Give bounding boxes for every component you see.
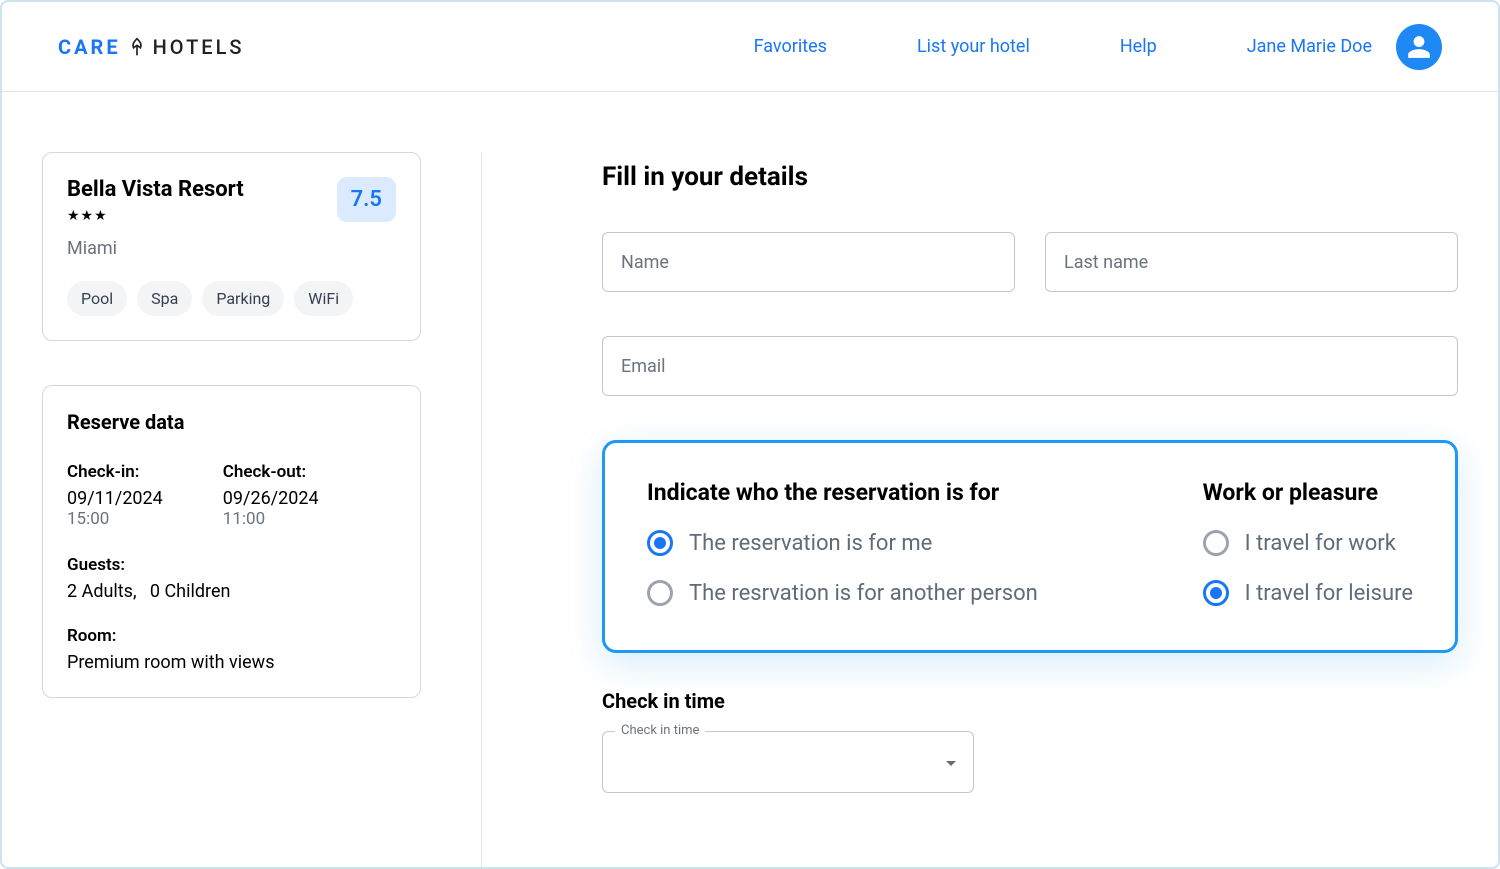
checkout-date: 09/26/2024 xyxy=(223,488,319,509)
leaf-icon xyxy=(127,37,147,57)
room-value: Premium room with views xyxy=(67,652,396,673)
tag: Spa xyxy=(137,281,192,316)
checkin-section-title: Check in time xyxy=(602,689,1458,713)
hotel-tags: Pool Spa Parking WiFi xyxy=(67,281,396,316)
purpose-title: Work or pleasure xyxy=(1203,479,1413,506)
guests-value: 2 Adults, 0 Children xyxy=(67,581,396,602)
content: Bella Vista Resort ★★★ 7.5 Miami Pool Sp… xyxy=(2,92,1498,867)
reserve-card: Reserve data Check-in: 09/11/2024 15:00 … xyxy=(42,385,421,698)
logo[interactable]: CARE HOTELS xyxy=(58,35,245,59)
lastname-field[interactable]: Last name xyxy=(1045,232,1458,292)
name-row: Name Last name xyxy=(602,232,1458,292)
tag: Pool xyxy=(67,281,127,316)
tag: WiFi xyxy=(294,281,353,316)
chevron-down-icon xyxy=(945,753,957,772)
radio-icon xyxy=(647,580,673,606)
header: CARE HOTELS Favorites List your hotel He… xyxy=(2,2,1498,92)
checkin-label: Check-in: xyxy=(67,462,163,482)
tag: Parking xyxy=(202,281,284,316)
highlight-panel: Indicate who the reservation is for The … xyxy=(602,440,1458,653)
radio-label: I travel for leisure xyxy=(1245,581,1413,606)
nav-list-hotel[interactable]: List your hotel xyxy=(917,36,1030,57)
checkin-time: 15:00 xyxy=(67,509,163,529)
name-field[interactable]: Name xyxy=(602,232,1015,292)
radio-purpose-work[interactable]: I travel for work xyxy=(1203,530,1413,556)
hotel-rating: 7.5 xyxy=(337,177,396,222)
sidebar: Bella Vista Resort ★★★ 7.5 Miami Pool Sp… xyxy=(42,152,482,867)
radio-purpose-leisure[interactable]: I travel for leisure xyxy=(1203,580,1413,606)
hotel-card: Bella Vista Resort ★★★ 7.5 Miami Pool Sp… xyxy=(42,152,421,341)
radio-label: The reservation is for me xyxy=(689,531,932,556)
who-title: Indicate who the reservation is for xyxy=(647,479,1083,506)
radio-who-other[interactable]: The resrvation is for another person xyxy=(647,580,1083,606)
radio-icon xyxy=(1203,580,1229,606)
nav-help[interactable]: Help xyxy=(1120,36,1157,57)
checkin-time-select[interactable]: Check in time xyxy=(602,731,974,793)
user-area: Jane Marie Doe xyxy=(1247,24,1442,70)
nav: Favorites List your hotel Help Jane Mari… xyxy=(754,24,1442,70)
page-title: Fill in your details xyxy=(602,162,1458,192)
logo-care: CARE xyxy=(58,35,121,59)
radio-label: I travel for work xyxy=(1245,531,1396,556)
radio-icon xyxy=(1203,530,1229,556)
logo-hotels: HOTELS xyxy=(153,35,245,59)
hotel-city: Miami xyxy=(67,238,396,259)
reserve-title: Reserve data xyxy=(67,410,396,434)
hotel-stars: ★★★ xyxy=(67,208,244,224)
radio-label: The resrvation is for another person xyxy=(689,581,1038,606)
avatar[interactable] xyxy=(1396,24,1442,70)
who-col: Indicate who the reservation is for The … xyxy=(647,479,1083,606)
hotel-name: Bella Vista Resort xyxy=(67,177,244,202)
checkin-date: 09/11/2024 xyxy=(67,488,163,509)
checkout-label: Check-out: xyxy=(223,462,319,482)
main: Fill in your details Name Last name Emai… xyxy=(482,152,1458,867)
select-floating-label: Check in time xyxy=(615,723,705,738)
radio-icon xyxy=(647,530,673,556)
email-field[interactable]: Email xyxy=(602,336,1458,396)
nav-favorites[interactable]: Favorites xyxy=(754,36,827,57)
guests-label: Guests: xyxy=(67,555,396,575)
room-label: Room: xyxy=(67,626,396,646)
purpose-col: Work or pleasure I travel for work I tra… xyxy=(1203,479,1413,606)
checkout-time: 11:00 xyxy=(223,509,319,529)
email-row: Email xyxy=(602,336,1458,396)
radio-who-me[interactable]: The reservation is for me xyxy=(647,530,1083,556)
user-name[interactable]: Jane Marie Doe xyxy=(1247,36,1372,57)
person-icon xyxy=(1406,34,1432,60)
